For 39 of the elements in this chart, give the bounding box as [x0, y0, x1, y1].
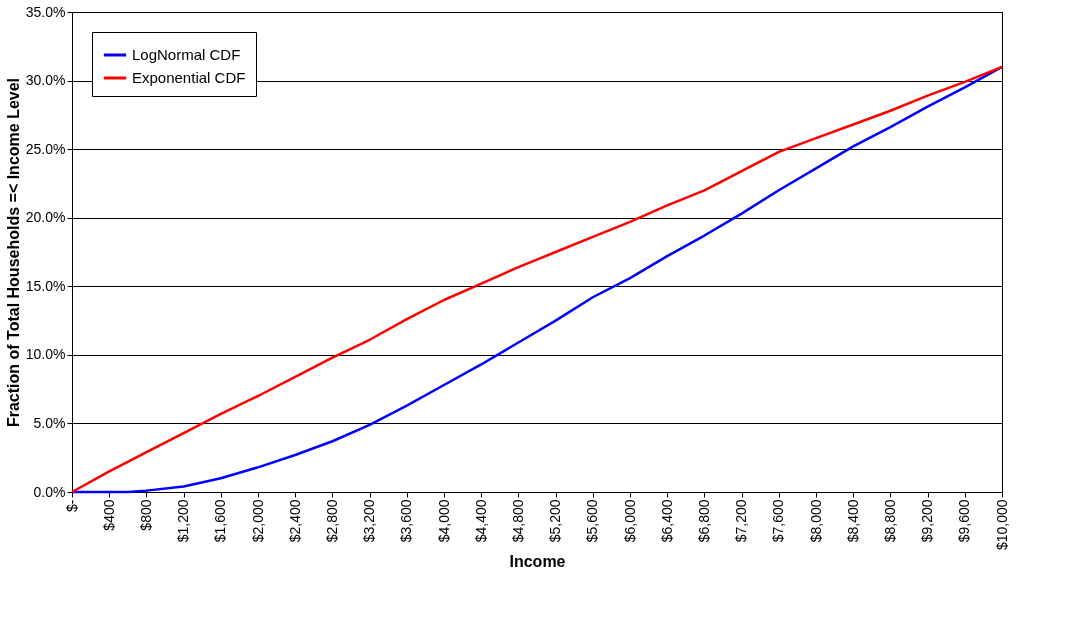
x-tick-label: $9,200 [919, 499, 936, 543]
x-tick-label: $1,200 [175, 499, 192, 543]
x-tick-label: $8,400 [844, 499, 861, 543]
x-tick-label: $4,800 [509, 499, 526, 543]
legend-label: LogNormal CDF [132, 46, 241, 63]
y-tick-label: 15.0% [25, 277, 66, 294]
x-tick-label: $9,600 [956, 499, 973, 543]
x-tick-label: $7,200 [733, 499, 750, 543]
legend-label: Exponential CDF [132, 69, 246, 86]
x-tick-label: $6,400 [658, 499, 675, 543]
x-tick-label: $2,400 [286, 499, 303, 543]
x-tick-label: $6,000 [621, 499, 638, 543]
x-tick-label: $5,200 [547, 499, 564, 543]
y-tick-label: 0.0% [33, 483, 66, 500]
x-tick-label: $5,600 [584, 499, 601, 543]
x-tick-label: $6,800 [695, 499, 712, 543]
x-tick-label: $2,800 [323, 499, 340, 543]
x-tick-label: $- [63, 499, 80, 512]
x-tick-label: $8,000 [807, 499, 824, 543]
y-tick-label: 5.0% [33, 414, 66, 431]
x-axis-title: Income [509, 553, 566, 571]
x-tick-label: $4,400 [472, 499, 489, 543]
x-tick-label: $4,000 [435, 499, 452, 543]
y-axis-title: Fraction of Total Households =< Income Level [4, 77, 22, 428]
y-tick-label: 30.0% [25, 72, 66, 89]
y-tick-label: 25.0% [25, 140, 66, 157]
x-tick-label: $8,800 [881, 499, 898, 543]
x-tick-label: $3,600 [398, 499, 415, 543]
x-tick-label: $3,200 [361, 499, 378, 543]
x-tick-label: $1,600 [212, 499, 229, 543]
x-tick-label: $2,000 [249, 499, 266, 543]
y-tick-label: 35.0% [25, 3, 66, 20]
x-tick-label: $800 [137, 499, 154, 531]
y-tick-label: 20.0% [25, 209, 66, 226]
x-tick-label: $10,000 [993, 499, 1010, 551]
x-tick-label: $7,600 [770, 499, 787, 543]
x-tick-label: $400 [100, 499, 117, 531]
y-tick-label: 10.0% [25, 346, 66, 363]
line-series [70, 65, 1004, 494]
